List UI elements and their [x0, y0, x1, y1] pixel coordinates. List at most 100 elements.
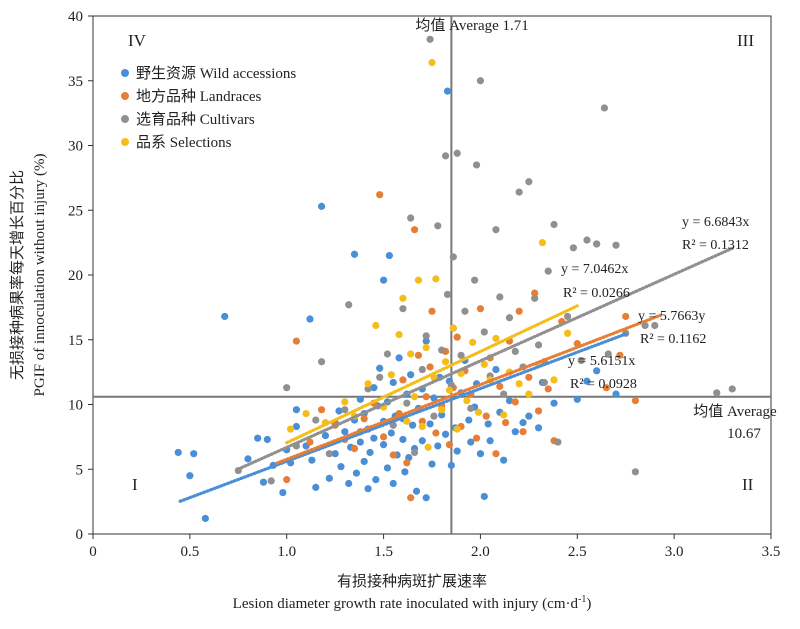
data-point-series-4 — [403, 417, 411, 425]
x-tick-label: 3.0 — [665, 544, 684, 560]
data-point-series-1 — [317, 202, 326, 210]
data-point-series-2 — [622, 312, 630, 321]
data-point-series-3 — [410, 448, 419, 457]
data-point-series-3 — [403, 399, 411, 407]
data-point-series-4 — [492, 334, 500, 343]
data-point-series-3 — [426, 35, 434, 43]
data-point-series-1 — [259, 478, 268, 486]
data-point-series-4 — [341, 398, 349, 406]
data-point-series-3 — [569, 244, 578, 252]
data-point-series-1 — [341, 428, 349, 436]
data-point-series-3 — [534, 341, 543, 349]
legend-marker-series-1 — [121, 69, 129, 77]
data-point-series-1 — [430, 394, 438, 402]
data-point-series-1 — [467, 438, 475, 446]
data-point-series-1 — [186, 472, 194, 480]
data-point-series-4 — [399, 294, 407, 302]
data-point-series-2 — [306, 438, 314, 446]
r-squared-series-1: R² = 0.0928 — [570, 377, 637, 392]
data-point-series-1 — [337, 463, 345, 471]
y-tick-label: 0 — [76, 527, 84, 543]
data-point-series-3 — [631, 468, 640, 476]
data-point-series-2 — [472, 434, 481, 442]
data-point-series-2 — [399, 376, 407, 384]
data-point-series-3 — [472, 161, 481, 169]
data-point-series-3 — [544, 267, 552, 275]
data-point-series-1 — [366, 448, 374, 457]
quadrant-label-4: IV — [128, 31, 147, 50]
data-point-series-1 — [306, 315, 314, 323]
y-axis-title-cn: 无损接种病果率每天增长百分比 — [9, 170, 26, 380]
y-tick-label: 10 — [68, 398, 83, 414]
data-point-series-4 — [410, 393, 419, 401]
data-point-series-1 — [426, 420, 434, 428]
data-point-series-3 — [713, 389, 721, 397]
average-x-label: 均值 Average 1.71 — [415, 17, 528, 34]
legend-marker-series-2 — [121, 92, 129, 100]
data-point-series-4 — [302, 409, 310, 418]
data-point-series-3 — [600, 104, 609, 112]
data-points — [174, 35, 736, 523]
data-point-series-1 — [465, 416, 473, 424]
data-point-series-2 — [482, 412, 490, 420]
data-point-series-1 — [389, 378, 397, 387]
data-point-series-3 — [325, 450, 333, 458]
legend-label-series-1: 野生资源 Wild accessions — [136, 65, 296, 82]
data-point-series-3 — [441, 152, 450, 160]
data-point-series-4 — [538, 239, 547, 247]
data-point-series-3 — [317, 358, 326, 366]
data-point-series-3 — [467, 404, 475, 412]
data-point-series-3 — [422, 332, 430, 340]
data-point-series-1 — [412, 487, 421, 495]
data-point-series-2 — [376, 191, 384, 199]
trend-line-series-1 — [178, 332, 628, 503]
data-point-series-4 — [441, 358, 450, 366]
data-point-series-1 — [321, 431, 330, 440]
data-point-series-1 — [221, 312, 229, 321]
data-point-series-1 — [399, 435, 407, 444]
data-point-series-3 — [593, 240, 601, 248]
data-point-series-2 — [292, 337, 300, 345]
data-point-series-2 — [616, 351, 624, 359]
data-point-series-4 — [286, 425, 295, 433]
data-point-series-1 — [505, 397, 514, 405]
data-point-series-1 — [325, 474, 333, 482]
data-point-series-1 — [376, 364, 384, 372]
data-point-series-2 — [350, 444, 359, 453]
data-point-series-3 — [457, 351, 465, 359]
data-point-series-4 — [364, 380, 372, 388]
data-point-series-3 — [651, 321, 659, 330]
y-tick-label: 25 — [68, 203, 83, 219]
data-point-series-1 — [292, 422, 300, 431]
y-tick-label: 30 — [68, 139, 83, 155]
data-point-series-4 — [449, 324, 457, 332]
quadrant-label-2: II — [742, 475, 754, 494]
data-point-series-1 — [422, 337, 430, 345]
data-point-series-4 — [469, 338, 477, 346]
x-tick-label: 1.5 — [374, 544, 393, 560]
data-point-series-3 — [443, 290, 452, 299]
data-point-series-4 — [422, 343, 430, 352]
data-point-series-1 — [443, 87, 452, 95]
trend-line-series-2 — [275, 313, 663, 465]
data-point-series-2 — [453, 333, 461, 341]
x-axis-title-en: Lesion diameter growth rate inoculated w… — [233, 594, 592, 612]
data-point-series-1 — [360, 457, 368, 466]
data-point-series-3 — [515, 188, 523, 196]
y-tick-label: 15 — [68, 333, 83, 349]
data-point-series-2 — [445, 441, 454, 449]
data-point-series-3 — [383, 350, 392, 358]
data-point-series-2 — [631, 397, 640, 405]
data-point-series-1 — [254, 434, 262, 442]
axes: 0 0.5 1.0 1.5 2.0 2.5 3.0 3.5 0 5 10 15 20 25 30 35 40 有损… — [9, 9, 780, 612]
data-point-series-4 — [550, 376, 558, 384]
data-point-series-1 — [434, 442, 442, 450]
data-point-series-4 — [414, 276, 423, 284]
data-point-series-1 — [350, 250, 359, 258]
data-point-series-3 — [453, 149, 461, 157]
trend-lines — [178, 246, 734, 503]
data-point-series-4 — [480, 360, 488, 368]
data-point-series-4 — [395, 330, 403, 339]
